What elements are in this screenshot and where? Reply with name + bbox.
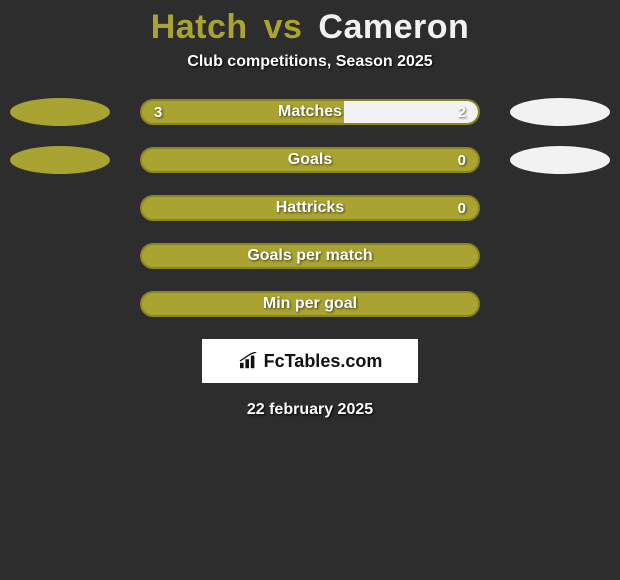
comparison-card: Hatch vs Cameron Club competitions, Seas… <box>0 0 620 419</box>
stat-rows: Matches32Goals0Hattricks0Goals per match… <box>0 99 620 317</box>
player1-oval <box>10 146 110 174</box>
stat-value-player2: 0 <box>458 149 466 171</box>
stat-row: Goals per match <box>0 243 620 269</box>
bar-chart-icon <box>238 352 260 370</box>
stat-label: Goals per match <box>142 245 478 267</box>
stat-bar: Goals0 <box>140 147 480 173</box>
stat-row: Hattricks0 <box>0 195 620 221</box>
stat-value-player2: 2 <box>458 101 466 123</box>
stat-bar: Hattricks0 <box>140 195 480 221</box>
title-vs: vs <box>264 8 303 46</box>
stat-value-player2: 0 <box>458 197 466 219</box>
subtitle: Club competitions, Season 2025 <box>187 53 432 71</box>
stat-label: Matches <box>142 101 478 123</box>
player2-oval <box>510 146 610 174</box>
stat-label: Hattricks <box>142 197 478 219</box>
title-player1: Hatch <box>151 8 248 46</box>
source-logo: FcTables.com <box>202 339 418 383</box>
stat-row: Min per goal <box>0 291 620 317</box>
stat-label: Min per goal <box>142 293 478 315</box>
title-player2: Cameron <box>318 8 469 46</box>
date-label: 22 february 2025 <box>247 401 373 419</box>
stat-row: Goals0 <box>0 147 620 173</box>
stat-bar: Matches3 2 <box>140 99 480 125</box>
player2-oval <box>510 98 610 126</box>
stat-value-player1: 3 <box>154 101 162 123</box>
stat-bar: Goals per match <box>140 243 480 269</box>
stat-row: Matches3 2 <box>0 99 620 125</box>
stat-bar: Min per goal <box>140 291 480 317</box>
page-title: Hatch vs Cameron <box>151 8 470 47</box>
player1-oval <box>10 98 110 126</box>
logo-text: FcTables.com <box>264 351 383 372</box>
stat-label: Goals <box>142 149 478 171</box>
